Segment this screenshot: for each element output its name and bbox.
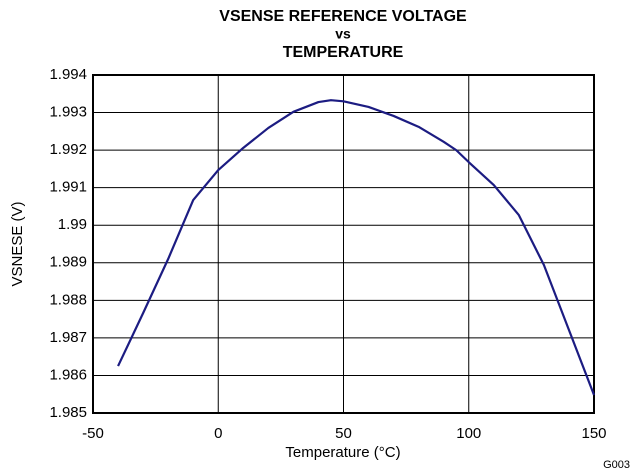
chart-title: vs xyxy=(335,26,351,42)
annotation: G003 xyxy=(603,459,630,471)
x-tick-label: 50 xyxy=(335,425,352,442)
y-tick-label: 1.989 xyxy=(49,254,87,271)
data-line xyxy=(117,99,596,396)
y-tick-label: 1.994 xyxy=(49,66,87,83)
y-tick-label: 1.985 xyxy=(49,404,87,421)
x-tick-label: 150 xyxy=(581,425,606,442)
x-tick-label: 0 xyxy=(214,425,222,442)
y-tick-label: 1.991 xyxy=(49,179,87,196)
y-tick-label: 1.986 xyxy=(49,366,87,383)
y-tick-label: 1.987 xyxy=(49,329,87,346)
plot-frame xyxy=(92,74,595,414)
chart-title: TEMPERATURE xyxy=(283,44,404,61)
y-tick-label: 1.99 xyxy=(58,216,87,233)
y-tick-label: 1.988 xyxy=(49,291,87,308)
y-tick-label: 1.992 xyxy=(49,141,87,158)
chart-title: VSENSE REFERENCE VOLTAGE xyxy=(219,8,467,25)
x-axis-label: Temperature (°C) xyxy=(285,444,400,461)
y-axis-label: VSNESE (V) xyxy=(9,201,26,286)
x-tick-label: -50 xyxy=(82,425,104,442)
x-tick-label: 100 xyxy=(456,425,481,442)
y-tick-label: 1.993 xyxy=(49,104,87,121)
